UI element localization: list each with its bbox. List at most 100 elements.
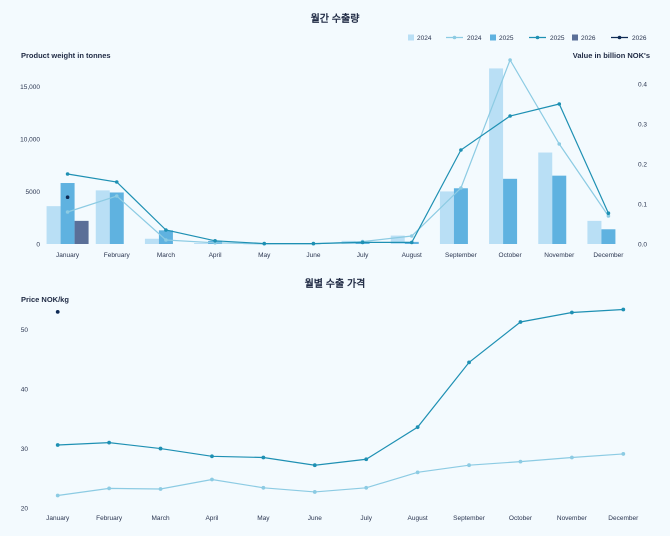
bar-2024: [46, 206, 61, 244]
line-point-2025: [65, 172, 70, 176]
chart2-title: 월별 수출 가격: [305, 277, 366, 290]
y-tick-label: 40: [21, 387, 29, 394]
price-line-2025: [57, 308, 624, 466]
price-point-2024: [364, 485, 369, 490]
price-point-2025: [621, 307, 626, 312]
x-tick-label: August: [408, 515, 428, 522]
legend-swatch-point: [535, 35, 540, 40]
bar-2025: [109, 192, 124, 244]
price-point-2025: [467, 360, 471, 365]
x-tick-label: September: [445, 252, 478, 259]
y2-tick-label: 0.2: [638, 162, 647, 169]
price-point-2024: [210, 477, 214, 482]
price-line-2024: [57, 453, 624, 497]
price-point-2024: [158, 487, 163, 491]
chart1-lines: [65, 58, 611, 246]
y-tick-label: 10,000: [20, 136, 40, 143]
y-tick-label: 5000: [26, 189, 41, 196]
y-tick-label: 30: [21, 446, 29, 453]
x-tick-label: November: [544, 252, 575, 259]
price-point-2024: [518, 459, 523, 464]
line-series-2025: [67, 103, 609, 245]
x-tick-label: March: [152, 515, 170, 522]
line-point-2024: [164, 238, 168, 242]
x-tick-label: November: [557, 515, 588, 522]
price-point-2024: [621, 452, 626, 456]
y-tick-label: 0: [36, 242, 40, 249]
chart1-y2-axis-title: Value in billion NOK's: [573, 51, 650, 60]
y-tick-label: 50: [21, 327, 29, 334]
legend-label: 2024: [467, 35, 482, 42]
line-point-2024: [459, 186, 463, 190]
x-tick-label: January: [56, 252, 80, 259]
x-tick-label: May: [258, 252, 271, 259]
legend-label: 2026: [581, 35, 596, 42]
line-point-2025: [606, 211, 611, 215]
line-point-2025: [164, 228, 168, 232]
legend-label: 2025: [499, 35, 514, 42]
x-tick-label: February: [104, 252, 131, 259]
x-tick-label: July: [360, 515, 372, 522]
line-point-2025: [508, 114, 512, 118]
price-point-2025: [210, 454, 214, 459]
price-point-2024: [55, 493, 60, 498]
x-tick-label: May: [257, 515, 270, 522]
bar-2024: [144, 238, 159, 244]
price-point-2025: [312, 463, 317, 468]
x-tick-label: March: [157, 252, 175, 259]
legend-label: 2024: [417, 35, 432, 42]
line-point-2025: [459, 148, 463, 152]
legend-swatch-point: [452, 35, 457, 40]
y-tick-label: 15,000: [20, 84, 40, 91]
bar-2024: [95, 190, 110, 244]
legend-swatch-bar: [572, 34, 578, 41]
price-point-2025: [415, 425, 420, 430]
price-point-2024: [467, 463, 471, 468]
x-tick-label: December: [608, 515, 639, 522]
monthly-export-volume-chart: 월간 수출량 Product weight in tonnes Value in…: [20, 12, 650, 259]
legend-label: 2026: [632, 35, 647, 42]
x-tick-label: October: [509, 515, 533, 522]
bar-2024: [194, 242, 209, 244]
line-point-2024: [508, 58, 512, 62]
line-point-2025: [262, 241, 267, 246]
bar-2024: [538, 152, 553, 244]
price-point-2025: [107, 440, 112, 445]
bar-2024: [587, 220, 602, 244]
x-tick-label: February: [96, 515, 123, 522]
x-tick-label: July: [357, 252, 369, 259]
bar-2025: [503, 178, 518, 244]
line-point-2025: [557, 102, 562, 106]
line-point-2024: [409, 234, 414, 238]
line-point-2024: [606, 214, 611, 218]
x-tick-label: October: [499, 252, 523, 259]
line-point-2025: [311, 241, 316, 246]
legend-swatch-bar: [408, 34, 414, 41]
price-point-2024: [415, 470, 420, 475]
y2-tick-label: 0.4: [638, 82, 647, 89]
price-point-2025: [518, 320, 523, 324]
price-point-2024: [569, 455, 574, 460]
price-point-2024: [107, 486, 112, 491]
chart1-y-axis-title: Product weight in tonnes: [21, 51, 111, 60]
y-tick-label: 20: [21, 506, 29, 513]
x-tick-label: April: [209, 252, 223, 259]
price-point-2024: [312, 490, 317, 494]
price-point-2024: [261, 485, 266, 490]
price-point-2026: [55, 309, 60, 314]
price-point-2025: [569, 310, 574, 315]
chart2-y-axis-title: Price NOK/kg: [21, 295, 69, 304]
line-point-2025: [114, 180, 119, 184]
x-tick-label: June: [306, 252, 320, 259]
x-tick-label: April: [205, 515, 219, 522]
bar-2026: [74, 220, 89, 244]
bar-2024: [489, 68, 504, 244]
x-tick-label: September: [453, 515, 486, 522]
price-point-2025: [364, 457, 369, 462]
line-point-2026: [65, 195, 70, 199]
line-point-2024: [65, 210, 70, 214]
bar-2024: [390, 235, 405, 244]
y2-tick-label: 0.0: [638, 242, 647, 249]
